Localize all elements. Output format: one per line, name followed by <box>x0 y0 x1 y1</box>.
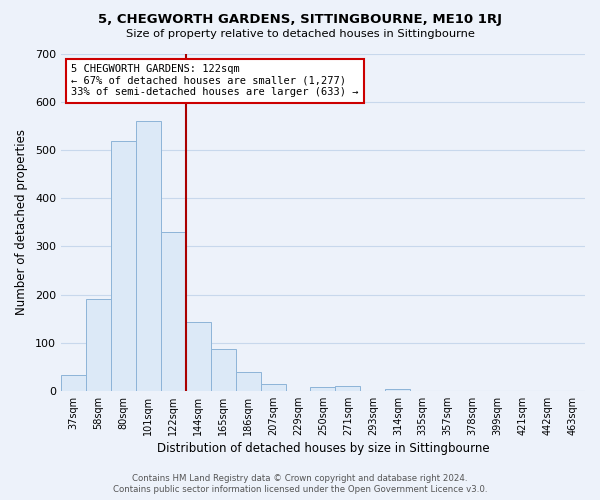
Bar <box>211 349 236 391</box>
Bar <box>161 232 186 391</box>
Bar <box>111 140 136 391</box>
Bar <box>236 372 260 391</box>
Text: Size of property relative to detached houses in Sittingbourne: Size of property relative to detached ho… <box>125 29 475 39</box>
Bar <box>186 322 211 391</box>
Bar <box>136 122 161 391</box>
Text: 5, CHEGWORTH GARDENS, SITTINGBOURNE, ME10 1RJ: 5, CHEGWORTH GARDENS, SITTINGBOURNE, ME1… <box>98 12 502 26</box>
Y-axis label: Number of detached properties: Number of detached properties <box>15 130 28 316</box>
Bar <box>260 384 286 391</box>
Bar <box>86 300 111 391</box>
Text: 5 CHEGWORTH GARDENS: 122sqm
← 67% of detached houses are smaller (1,277)
33% of : 5 CHEGWORTH GARDENS: 122sqm ← 67% of det… <box>71 64 359 98</box>
Bar <box>335 386 361 391</box>
Text: Contains HM Land Registry data © Crown copyright and database right 2024.
Contai: Contains HM Land Registry data © Crown c… <box>113 474 487 494</box>
Bar <box>310 387 335 391</box>
Bar <box>61 376 86 391</box>
X-axis label: Distribution of detached houses by size in Sittingbourne: Distribution of detached houses by size … <box>157 442 489 455</box>
Bar <box>385 390 410 391</box>
